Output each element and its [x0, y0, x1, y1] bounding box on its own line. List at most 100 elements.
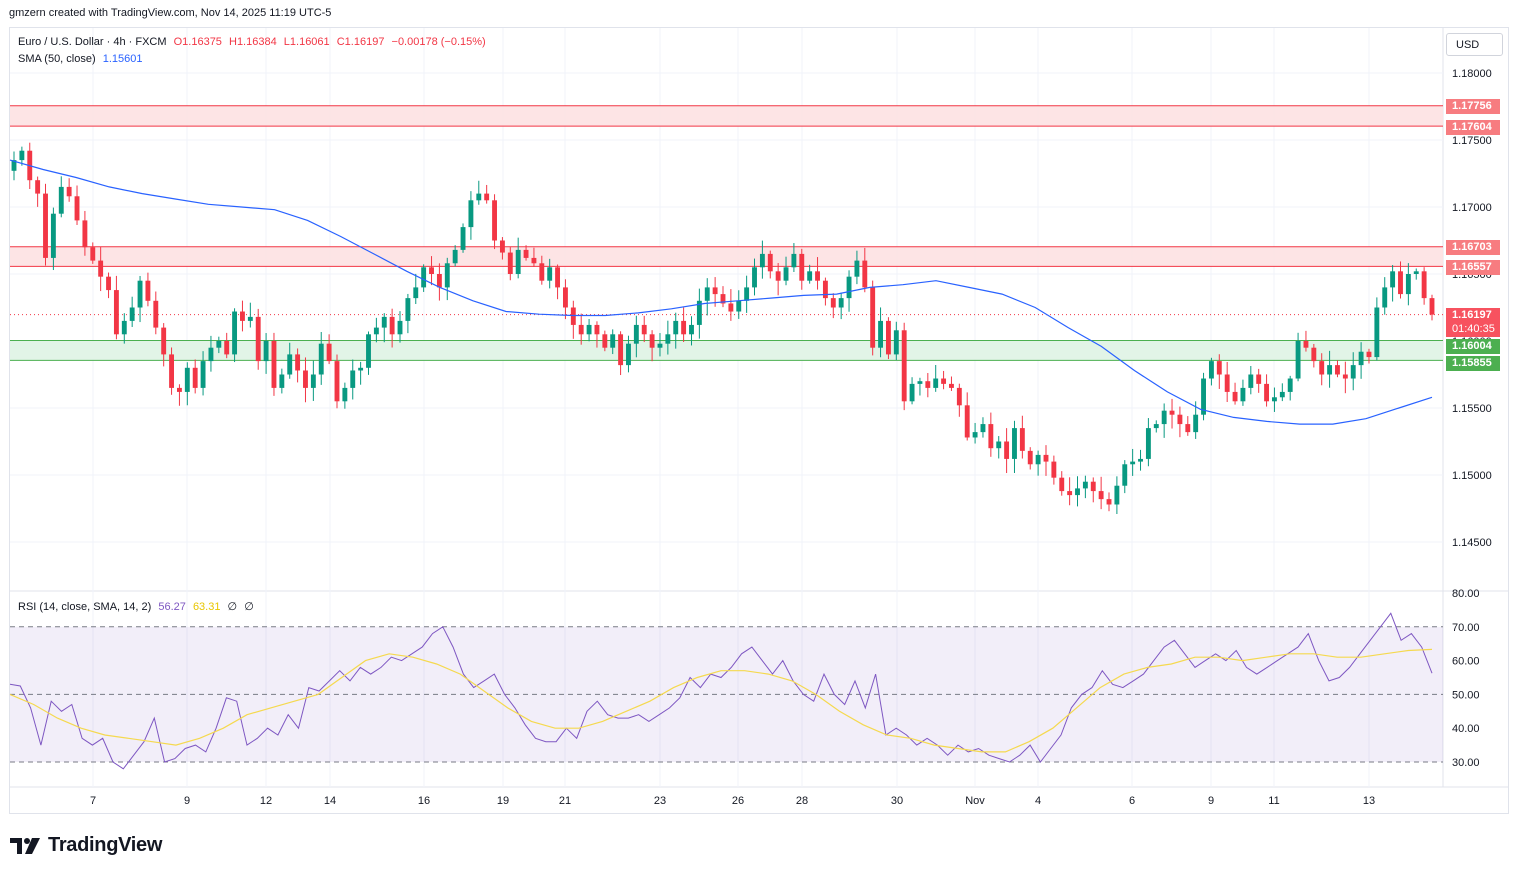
time-axis-tick: 9 — [184, 795, 190, 807]
candle-down — [326, 343, 332, 362]
candle-down — [1185, 424, 1191, 433]
sma-line — [9, 159, 1433, 425]
candle-up — [279, 374, 285, 388]
rsi-legend: RSI (14, close, SMA, 14, 2) 56.27 63.31 … — [18, 600, 258, 614]
rsi-axis-tick: 40.00 — [1452, 723, 1480, 735]
rsi-label[interactable]: RSI (14, close, SMA, 14, 2) — [18, 601, 152, 613]
candle-up — [838, 298, 844, 308]
candle-down — [1264, 383, 1270, 402]
candle-up — [1390, 271, 1396, 288]
resistance-zone — [10, 246, 1443, 267]
candle-down — [492, 200, 497, 241]
candle-down — [539, 263, 545, 281]
time-axis-tick: 23 — [654, 795, 666, 807]
candle-down — [153, 300, 159, 328]
candle-up — [917, 381, 923, 384]
candle-up — [996, 441, 1002, 449]
candle-down — [1216, 361, 1222, 375]
candle-down — [563, 287, 568, 308]
candle-down — [728, 303, 734, 312]
candle-up — [405, 298, 411, 321]
candle-up — [452, 249, 458, 264]
candle-down — [712, 287, 718, 295]
candle-up — [1208, 361, 1214, 379]
candle-down — [1169, 410, 1175, 415]
candle-up — [1413, 271, 1419, 274]
chart-header: gmzern created with TradingView.com, Nov… — [9, 7, 332, 19]
candle-down — [799, 253, 805, 281]
time-axis-tick: 30 — [891, 795, 903, 807]
candle-down — [949, 383, 954, 388]
candle-up — [972, 432, 978, 438]
currency-button[interactable]: USD — [1446, 33, 1503, 56]
time-axis-tick: 13 — [1363, 795, 1375, 807]
time-axis-tick: 4 — [1035, 795, 1041, 807]
candle-down — [1098, 491, 1104, 500]
candle-up — [846, 276, 852, 299]
candle-up — [586, 324, 592, 335]
candle-up — [1279, 391, 1285, 398]
candle-down — [618, 334, 624, 366]
time-axis-tick: 11 — [1268, 795, 1279, 807]
candle-up — [1374, 307, 1380, 358]
bar-countdown: 01:40:35 — [1446, 322, 1500, 337]
candle-up — [1248, 374, 1254, 388]
sma-label[interactable]: SMA (50, close) — [18, 53, 96, 65]
price-tag-support-top: 1.16004 — [1446, 339, 1500, 354]
candle-down — [1106, 499, 1112, 505]
candle-up — [129, 307, 135, 321]
candle-down — [523, 249, 529, 258]
candle-down — [176, 387, 182, 392]
candle-down — [870, 287, 876, 348]
candle-up — [791, 253, 797, 268]
tradingview-mark-icon — [10, 837, 40, 854]
rsi-axis-tick: 80.00 — [1452, 588, 1480, 600]
candle-down — [255, 316, 261, 362]
candle-down — [988, 424, 994, 449]
candle-up — [665, 334, 671, 344]
candle-up — [752, 267, 757, 288]
candle-up — [137, 280, 143, 308]
candle-down — [192, 367, 198, 388]
ohlc-low: L1.16061 — [283, 36, 330, 48]
time-axis-tick: 7 — [90, 795, 96, 807]
candle-down — [271, 341, 277, 388]
rsi-ext-2: ∅ — [244, 601, 254, 613]
candle-down — [224, 341, 230, 355]
candle-up — [1201, 378, 1206, 415]
candle-up — [1287, 378, 1293, 392]
time-axis-tick: 19 — [497, 795, 509, 807]
candle-up — [310, 374, 316, 388]
candle-up — [1035, 454, 1041, 465]
candle-down — [429, 267, 434, 274]
candle-up — [689, 324, 694, 335]
candle-up — [476, 193, 482, 201]
candle-down — [964, 405, 970, 438]
candle-up — [1122, 464, 1128, 486]
candle-up — [980, 424, 986, 433]
candle-down — [82, 220, 88, 248]
candle-up — [397, 320, 403, 335]
candle-down — [1059, 477, 1065, 492]
candle-up — [909, 383, 915, 402]
candle-up — [657, 343, 663, 348]
time-axis-tick: 12 — [260, 795, 272, 807]
ohlc-close: C1.16197 — [336, 36, 385, 48]
sma-legend: SMA (50, close) 1.15601 — [18, 52, 146, 66]
candle-up — [58, 186, 64, 214]
candle-up — [318, 343, 324, 375]
tradingview-logo[interactable]: TradingView — [10, 834, 162, 857]
candle-down — [885, 320, 891, 355]
candle-up — [1358, 351, 1364, 366]
time-axis-tick: 9 — [1208, 795, 1214, 807]
candle-up — [1350, 365, 1356, 379]
candle-up — [1138, 458, 1143, 462]
symbol-name[interactable]: Euro / U.S. Dollar · 4h · FXCM — [18, 36, 167, 48]
candle-up — [350, 370, 356, 388]
candle-down — [570, 307, 576, 325]
rsi-axis-tick: 50.00 — [1452, 689, 1480, 701]
candle-down — [436, 274, 442, 288]
candle-up — [610, 334, 616, 348]
candle-up — [366, 334, 371, 368]
